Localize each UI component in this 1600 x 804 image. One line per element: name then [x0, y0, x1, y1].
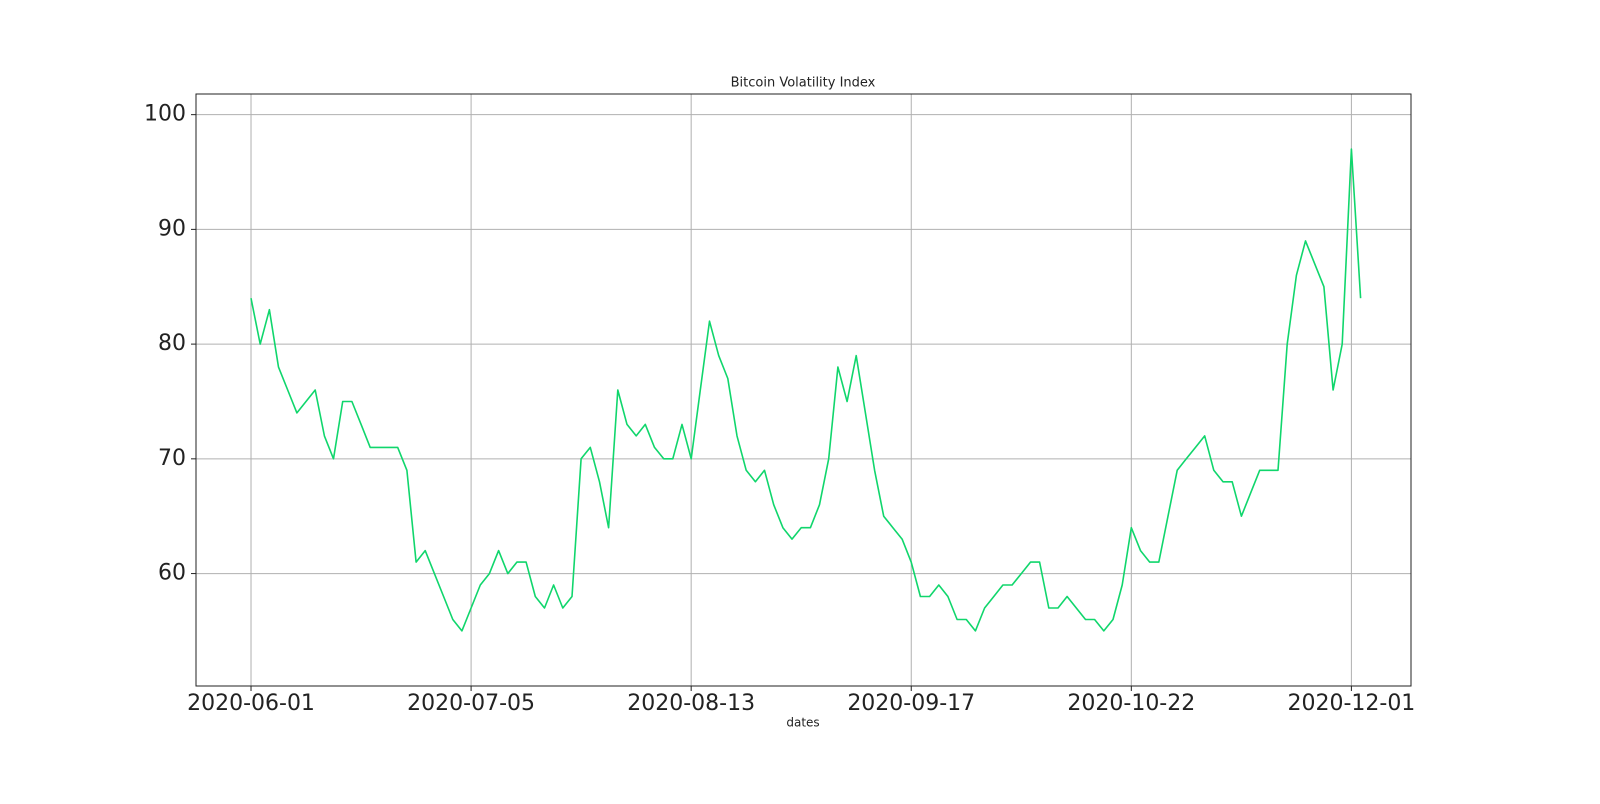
chart-title: Bitcoin Volatility Index: [731, 76, 876, 91]
y-tick-label: 60: [158, 561, 186, 586]
y-tick-label: 100: [144, 102, 186, 127]
y-tick-label: 80: [158, 331, 186, 356]
x-tick-label: 2020-06-01: [187, 691, 315, 716]
x-tick-label: 2020-10-22: [1067, 691, 1195, 716]
y-tick-label: 70: [158, 446, 186, 471]
x-tick-label: 2020-07-05: [407, 691, 535, 716]
y-tick-label: 90: [158, 216, 186, 241]
x-tick-label: 2020-08-13: [627, 691, 755, 716]
x-axis-label: dates: [786, 716, 819, 730]
x-tick-label: 2020-12-01: [1287, 691, 1415, 716]
plot-frame: [195, 93, 1412, 687]
x-tick-label: 2020-09-17: [847, 691, 975, 716]
line: [250, 148, 1362, 632]
